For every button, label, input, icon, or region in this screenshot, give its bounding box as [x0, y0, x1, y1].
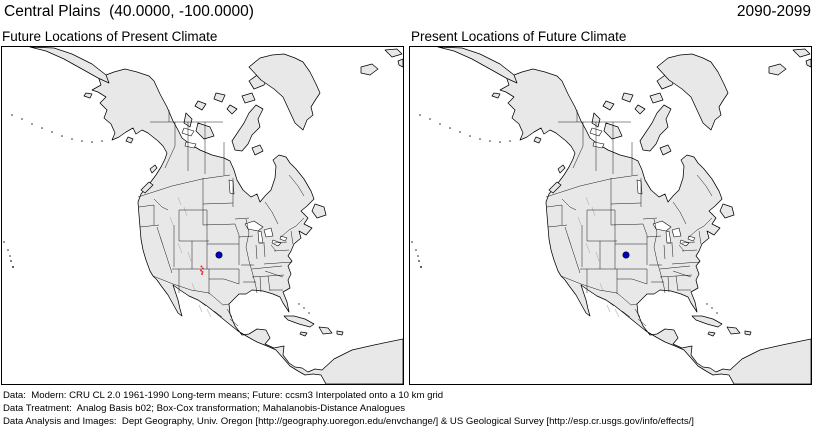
footer-data-line: Data: Modern: CRU CL 2.0 1961-1990 Long-… [3, 390, 444, 401]
map-panel-right [409, 46, 812, 385]
map-panel-left [1, 46, 404, 385]
period-label: 2090-2099 [736, 3, 811, 20]
target-location-marker [215, 251, 223, 259]
analog-location-marker [200, 269, 202, 272]
page-title: Central Plains (40.0000, -100.0000) [4, 3, 254, 20]
analog-location-marker [200, 265, 203, 268]
footer-credits-line: Data Analysis and Images: Dept Geography… [3, 416, 694, 427]
north-america-map [2, 47, 403, 384]
panel-title-future-locations: Future Locations of Present Climate [2, 29, 218, 44]
footer-notes: Data: Modern: CRU CL 2.0 1961-1990 Long-… [3, 389, 694, 428]
target-location-marker [622, 251, 630, 259]
panel-title-present-locations: Present Locations of Future Climate [411, 29, 627, 44]
footer-treatment-line: Data Treatment: Analog Basis b02; Box-Co… [3, 403, 406, 414]
analog-location-marker [201, 271, 204, 273]
analog-location-marker [201, 273, 203, 275]
markers-layer [200, 251, 223, 275]
markers-layer [622, 251, 630, 259]
north-america-map [410, 47, 811, 384]
analog-location-marker [202, 267, 204, 270]
